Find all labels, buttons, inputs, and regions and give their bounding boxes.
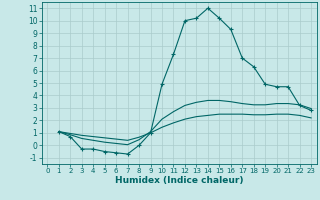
X-axis label: Humidex (Indice chaleur): Humidex (Indice chaleur) [115, 176, 244, 185]
